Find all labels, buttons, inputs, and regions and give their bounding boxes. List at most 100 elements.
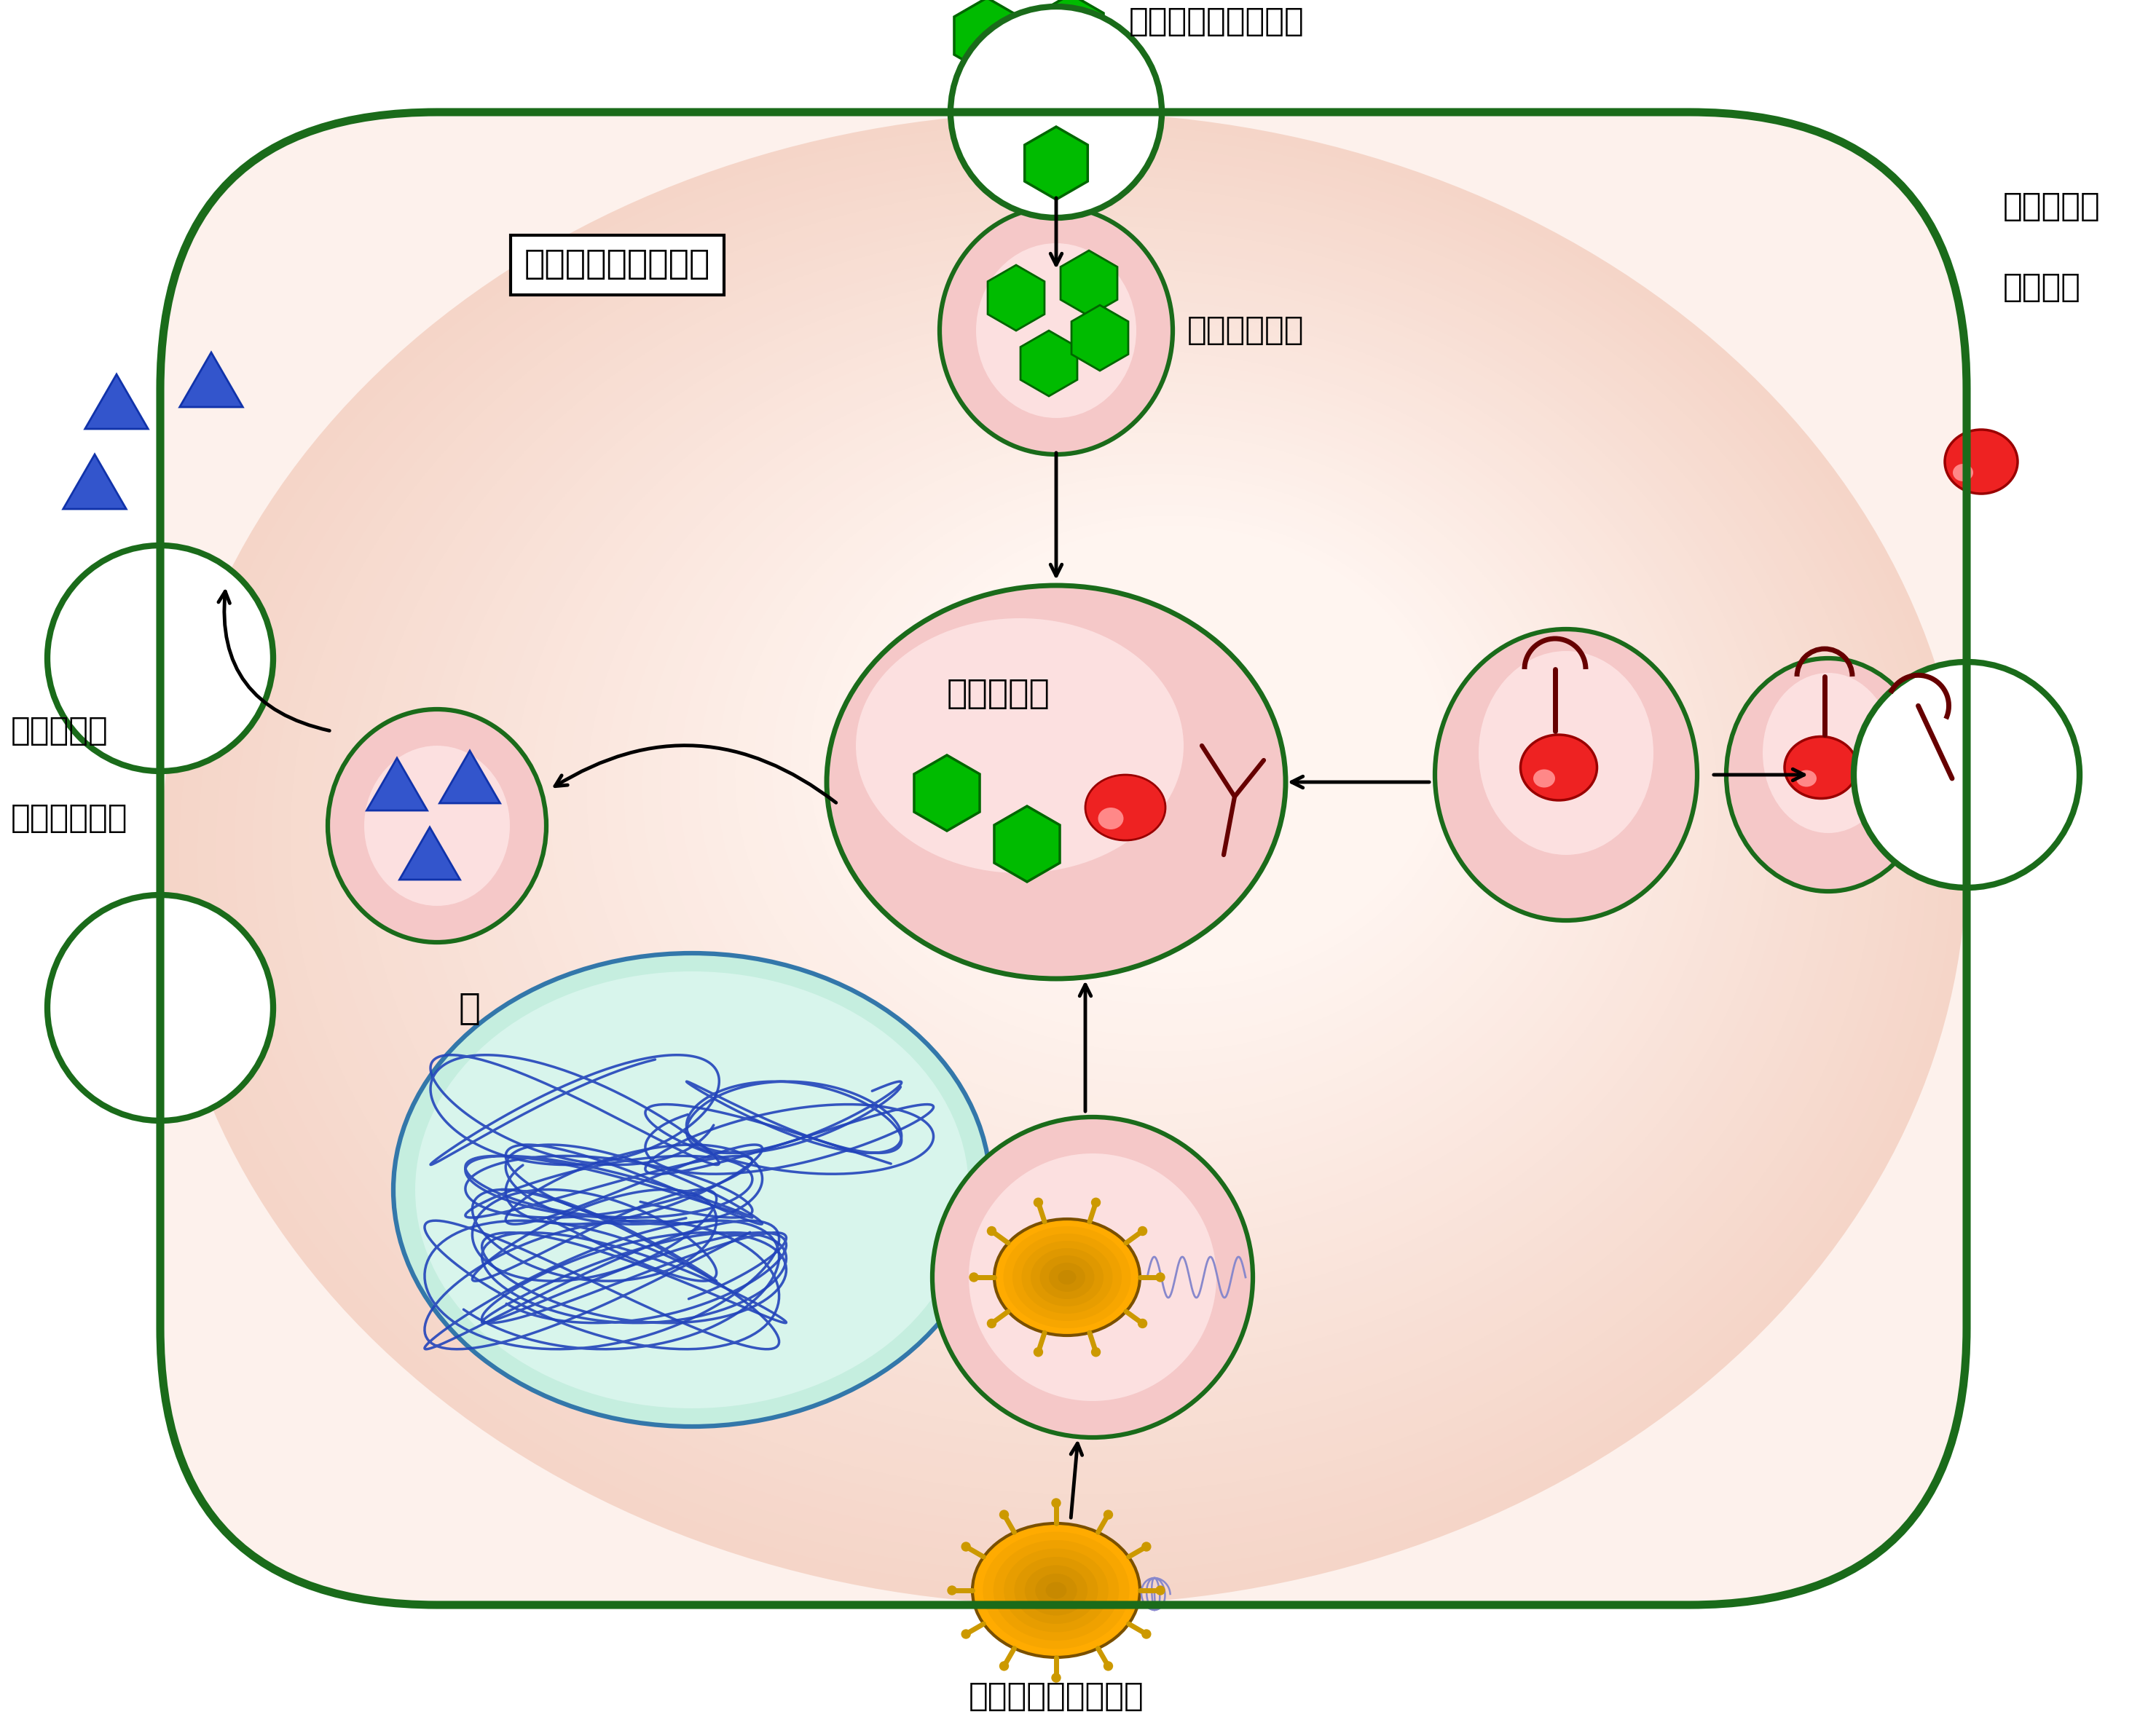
Ellipse shape <box>439 267 1770 1368</box>
Circle shape <box>1104 1510 1113 1519</box>
Polygon shape <box>1021 330 1076 396</box>
Circle shape <box>961 1542 969 1550</box>
Circle shape <box>1034 1347 1042 1356</box>
Ellipse shape <box>856 618 1183 873</box>
Ellipse shape <box>197 132 1941 1573</box>
Ellipse shape <box>1085 774 1166 840</box>
Ellipse shape <box>272 174 1887 1510</box>
Ellipse shape <box>180 123 1954 1588</box>
Ellipse shape <box>995 1219 1141 1335</box>
Circle shape <box>1138 1227 1147 1236</box>
Polygon shape <box>86 375 148 429</box>
Polygon shape <box>1038 0 1104 69</box>
Ellipse shape <box>939 207 1173 455</box>
Ellipse shape <box>394 953 991 1427</box>
Ellipse shape <box>415 972 969 1408</box>
Text: エンドサイトーシス: エンドサイトーシス <box>524 248 710 281</box>
Ellipse shape <box>1021 1241 1113 1314</box>
Circle shape <box>969 1153 1216 1401</box>
Circle shape <box>1091 1347 1100 1356</box>
Ellipse shape <box>606 359 1652 1226</box>
Ellipse shape <box>790 464 1522 1068</box>
Ellipse shape <box>1046 1581 1066 1599</box>
Ellipse shape <box>828 484 1496 1036</box>
Ellipse shape <box>327 205 1849 1463</box>
Circle shape <box>1104 1661 1113 1670</box>
Ellipse shape <box>1727 658 1930 891</box>
Ellipse shape <box>1785 736 1858 799</box>
Circle shape <box>987 1227 995 1236</box>
Ellipse shape <box>1012 1234 1121 1321</box>
Circle shape <box>47 896 274 1121</box>
Ellipse shape <box>327 710 546 943</box>
Ellipse shape <box>678 401 1601 1163</box>
Circle shape <box>999 1510 1008 1519</box>
Circle shape <box>1034 1198 1042 1207</box>
Ellipse shape <box>1763 674 1894 833</box>
Ellipse shape <box>253 163 1900 1526</box>
Polygon shape <box>439 750 501 804</box>
Circle shape <box>1853 661 2080 887</box>
Ellipse shape <box>1098 807 1124 830</box>
Polygon shape <box>180 352 242 406</box>
Ellipse shape <box>698 411 1588 1147</box>
Ellipse shape <box>550 330 1693 1272</box>
Circle shape <box>1138 1319 1147 1328</box>
Circle shape <box>969 1272 978 1281</box>
Circle shape <box>1051 1498 1061 1507</box>
Ellipse shape <box>865 505 1470 1005</box>
Polygon shape <box>1061 250 1117 316</box>
Polygon shape <box>400 828 460 880</box>
FancyArrowPatch shape <box>218 592 330 731</box>
Ellipse shape <box>1975 736 2039 792</box>
Polygon shape <box>366 759 428 811</box>
Ellipse shape <box>1057 1271 1076 1285</box>
Polygon shape <box>989 266 1044 330</box>
Ellipse shape <box>235 153 1915 1542</box>
Ellipse shape <box>347 215 1836 1448</box>
Ellipse shape <box>383 236 1810 1415</box>
Polygon shape <box>64 455 126 509</box>
Text: 取り込み: 取り込み <box>2003 271 2080 302</box>
Ellipse shape <box>623 370 1639 1210</box>
Circle shape <box>950 7 1162 217</box>
Ellipse shape <box>419 257 1783 1384</box>
Polygon shape <box>1025 127 1087 200</box>
Text: 情報分子の: 情報分子の <box>2003 191 2101 222</box>
FancyBboxPatch shape <box>160 113 1967 1604</box>
Ellipse shape <box>364 226 1823 1430</box>
Circle shape <box>999 1661 1008 1670</box>
Ellipse shape <box>1014 1557 1098 1623</box>
Text: 分泌サイクル: 分泌サイクル <box>11 802 128 833</box>
Text: エンドソーム: エンドソーム <box>1188 314 1303 345</box>
Ellipse shape <box>308 194 1862 1479</box>
Circle shape <box>47 545 274 771</box>
Ellipse shape <box>753 443 1547 1099</box>
Circle shape <box>1143 1630 1151 1639</box>
Ellipse shape <box>475 288 1744 1337</box>
Polygon shape <box>954 0 1021 73</box>
Ellipse shape <box>1795 771 1817 786</box>
Circle shape <box>1143 1542 1151 1550</box>
Ellipse shape <box>291 184 1875 1495</box>
Ellipse shape <box>976 243 1136 418</box>
Ellipse shape <box>531 319 1706 1290</box>
Ellipse shape <box>972 1524 1141 1658</box>
Ellipse shape <box>1031 1248 1104 1307</box>
Ellipse shape <box>1004 1226 1130 1328</box>
Polygon shape <box>914 755 980 832</box>
Circle shape <box>1091 1198 1100 1207</box>
Ellipse shape <box>586 349 1665 1241</box>
Text: 病原ウィルスの感染: 病原ウィルスの感染 <box>969 1680 1145 1712</box>
Ellipse shape <box>734 432 1562 1115</box>
Ellipse shape <box>661 391 1614 1179</box>
Ellipse shape <box>901 526 1444 974</box>
Ellipse shape <box>809 474 1509 1052</box>
Ellipse shape <box>1049 1262 1085 1292</box>
Polygon shape <box>995 806 1059 882</box>
Circle shape <box>1051 1674 1061 1682</box>
Ellipse shape <box>216 142 1928 1557</box>
Text: 情報分子の: 情報分子の <box>11 715 109 746</box>
Ellipse shape <box>456 278 1757 1352</box>
Ellipse shape <box>845 495 1483 1021</box>
